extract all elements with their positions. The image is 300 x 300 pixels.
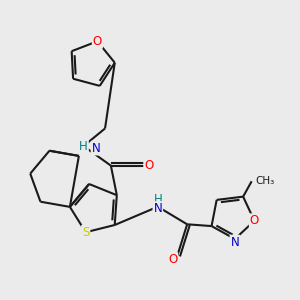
Text: S: S xyxy=(82,226,89,239)
Text: O: O xyxy=(168,253,177,266)
Text: N: N xyxy=(92,142,100,154)
Text: O: O xyxy=(144,159,154,172)
Text: H: H xyxy=(153,193,162,206)
Text: H: H xyxy=(79,140,88,153)
Text: N: N xyxy=(230,236,239,249)
Text: N: N xyxy=(153,202,162,215)
Text: O: O xyxy=(250,214,259,227)
Text: CH₃: CH₃ xyxy=(256,176,275,186)
Text: O: O xyxy=(93,35,102,48)
